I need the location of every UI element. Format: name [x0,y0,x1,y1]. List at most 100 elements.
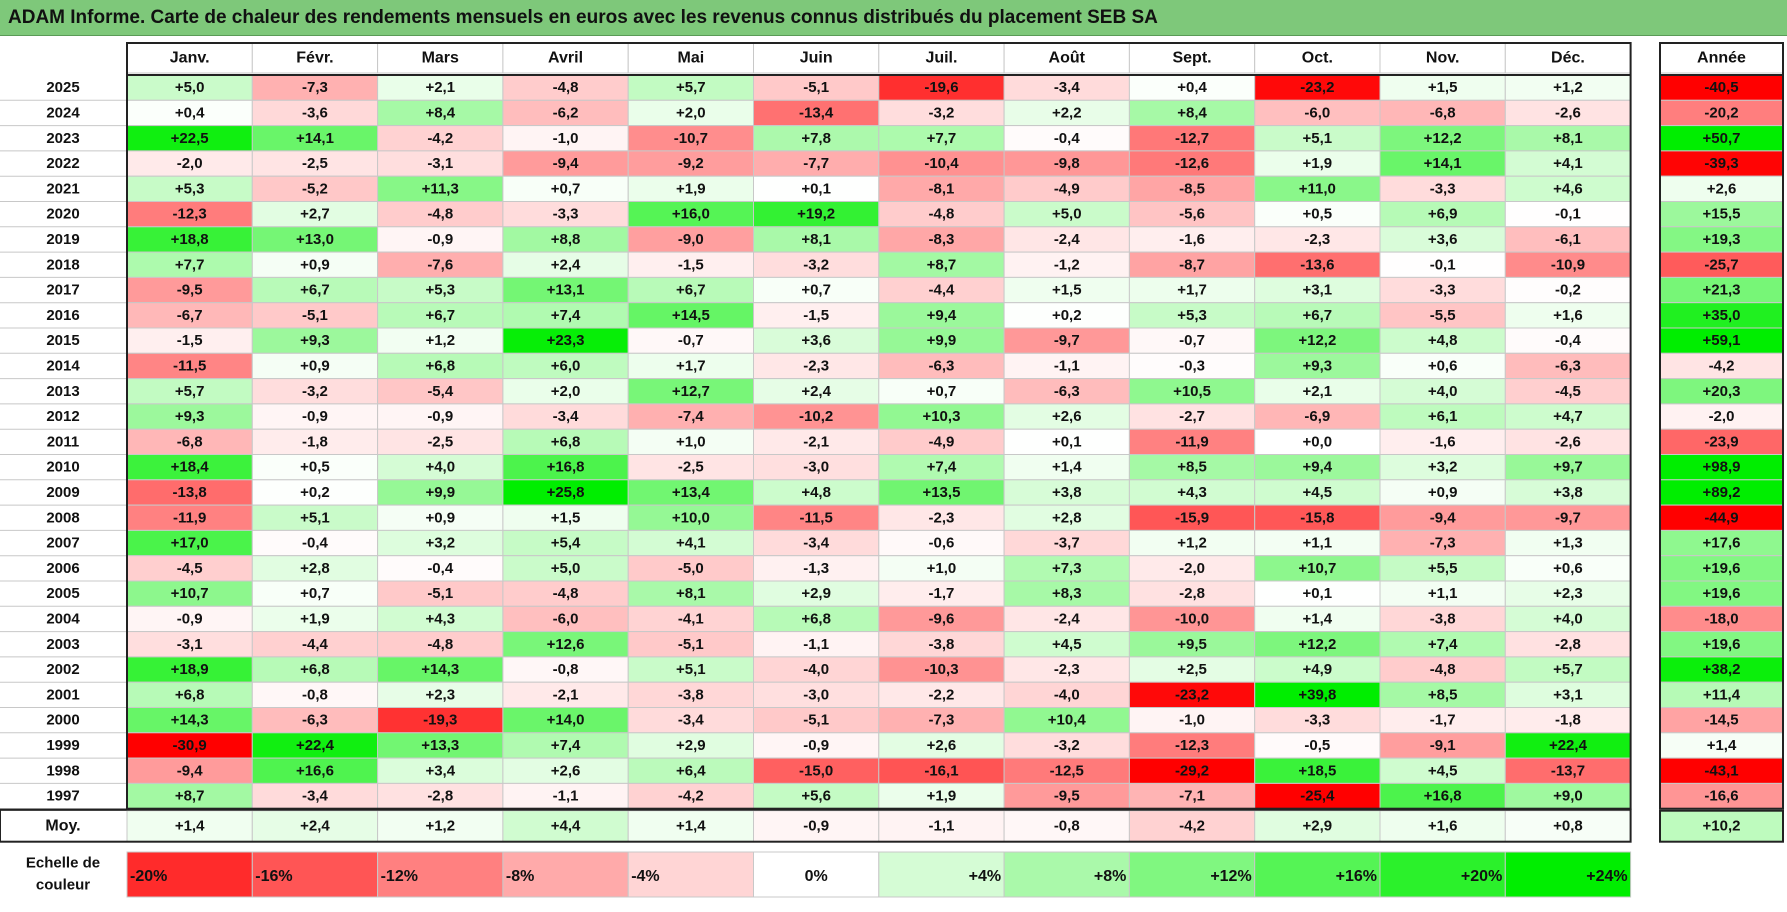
scale-swatch-label: -8% [506,868,534,885]
heatmap-cell-value: +6,7 [300,282,330,299]
heatmap-cell [1254,707,1381,734]
heatmap-cell-value: +4,5 [1303,484,1333,501]
heatmap-cell-value: +4,0 [1428,383,1458,400]
heatmap-cell-value: -0,4 [302,535,329,552]
average-cell-value: +1,4 [676,818,706,835]
heatmap-cell-value: +16,6 [296,762,334,779]
heatmap-cell [627,352,755,380]
heatmap-cell-value: -1,7 [929,585,955,602]
heatmap-cell-value: +0,9 [300,357,330,374]
scale-swatch-label: +20% [1461,868,1502,885]
heatmap-cell [878,428,1005,456]
annual-cell [1659,631,1784,658]
heatmap-cell-value: +3,2 [425,535,455,552]
heatmap-cell-value: +5,7 [1553,661,1583,678]
annual-cell-value: +50,7 [1703,130,1741,147]
heatmap-cell-value: -1,0 [1179,712,1205,729]
heatmap-cell-value: -10,0 [1175,610,1209,627]
year-label: 2018 [46,256,79,273]
heatmap-cell-value: -1,7 [1430,712,1456,729]
heatmap-cell-value: +19,2 [797,206,835,223]
heatmap-cell-value: -4,0 [1054,686,1080,703]
month-header-cell [878,42,1005,74]
average-cell-value: -0,8 [1054,818,1080,835]
heatmap-cell [627,403,755,430]
heatmap-cell [627,732,755,759]
heatmap-cell-value: +3,2 [1428,459,1458,476]
heatmap-cell-value: -12,5 [1050,762,1084,779]
heatmap-cell-value: +16,8 [1424,788,1462,805]
scale-swatch-label: +12% [1210,868,1251,885]
average-cell-value: +4,4 [551,818,581,835]
heatmap-cell [1254,656,1381,683]
scale-swatch [377,851,504,898]
heatmap-cell [126,352,253,380]
heatmap-cell [878,403,1005,430]
heatmap-cell-value: +6,8 [425,357,455,374]
heatmap-cell-value: +1,2 [425,332,455,349]
heatmap-cell [1379,555,1506,582]
average-cell-value: +2,4 [300,818,330,835]
heatmap-cell-value: -0,9 [427,231,453,248]
heatmap-cell-value: -15,8 [1300,509,1334,526]
heatmap-cell-value: +8,1 [676,585,706,602]
heatmap-cell-value: +3,8 [1052,484,1082,501]
heatmap-cell-value: +2,6 [551,762,581,779]
heatmap-cell [753,479,880,506]
heatmap-cell-value: -2,2 [929,686,955,703]
heatmap-cell-value: -13,8 [173,484,207,501]
heatmap-cell-value: -9,7 [1054,332,1080,349]
heatmap-cell-value: +22,4 [296,737,335,754]
heatmap-cell [878,757,1005,784]
heatmap-cell-value: +8,5 [1177,459,1207,476]
heatmap-cell [1003,428,1130,456]
annual-cell-value: +19,3 [1703,231,1741,248]
annual-grid-frame [1659,42,1784,810]
heatmap-cell [126,555,253,582]
heatmap-cell [502,327,629,354]
heatmap-cell [1003,732,1130,759]
heatmap-cell-value: +4,1 [1553,155,1583,172]
heatmap-cell [126,125,253,152]
annual-cell [1659,454,1784,481]
heatmap-cell-value: +14,1 [296,130,334,147]
heatmap-cell [753,125,880,152]
annual-header-label: Année [1697,50,1746,67]
heatmap-cell [502,757,629,784]
heatmap-cell-value: -0,4 [427,560,454,577]
heatmap-cell [1003,757,1130,784]
heatmap-cell-value: -2,3 [1304,231,1330,248]
heatmap-cell-value: -7,1 [1179,788,1205,805]
heatmap-cell-value: +1,2 [1553,79,1583,96]
heatmap-cell [1128,707,1256,734]
heatmap-cell-value: -0,2 [1555,282,1581,299]
heatmap-cell-value: -6,1 [1555,231,1581,248]
average-cell-value: +1,4 [175,818,205,835]
heatmap-cell [1254,125,1381,152]
heatmap-cell [1003,276,1130,304]
heatmap-cell-value: -6,3 [302,712,328,729]
month-header-label: Avril [548,50,583,67]
heatmap-cell-value: -7,3 [929,712,955,729]
heatmap-cell [1504,403,1632,430]
annual-cell-value: +15,5 [1703,206,1741,223]
heatmap-cell-value: +4,1 [676,535,706,552]
heatmap-cell-value: +13,5 [922,484,960,501]
heatmap-cell-value: +7,4 [1428,636,1458,653]
heatmap-cell [878,378,1005,405]
heatmap-cell-value: +1,0 [927,560,957,577]
month-header-label: Août [1049,50,1086,67]
heatmap-cell-value: -0,9 [803,737,829,754]
annual-cell-value: -18,0 [1704,610,1738,627]
average-row-label: Moy. [45,818,80,835]
heatmap-cell [1003,226,1130,253]
heatmap-cell-value: +16,0 [672,206,710,223]
heatmap-cell [878,99,1005,127]
heatmap-cell-value: -4,5 [1555,383,1581,400]
heatmap-cell-value: -3,3 [1430,282,1456,299]
heatmap-cell [1128,302,1256,329]
year-label: 2007 [46,535,79,552]
heatmap-cell [878,276,1005,304]
average-cell [1504,810,1632,843]
heatmap-cell-value: +0,7 [927,383,957,400]
